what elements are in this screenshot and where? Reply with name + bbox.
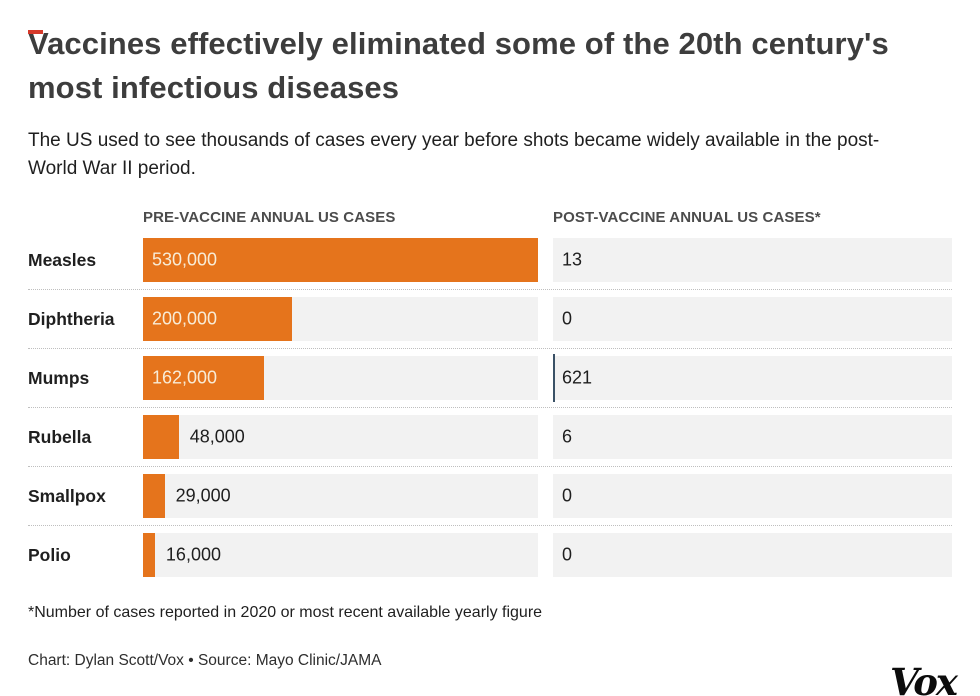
post-vaccine-bar	[553, 354, 555, 402]
column-header-post-vaccine: POST-VACCINE ANNUAL US CASES*	[553, 209, 821, 226]
disease-label: Smallpox	[28, 485, 106, 506]
pre-vaccine-track: 162,000	[143, 356, 538, 400]
footnote: *Number of cases reported in 2020 or mos…	[28, 604, 543, 621]
post-vaccine-track: 0	[553, 474, 952, 518]
vox-logo: Vox	[889, 660, 958, 696]
column-header-pre-vaccine: PRE-VACCINE ANNUAL US CASES	[143, 209, 396, 226]
pre-vaccine-value: 530,000	[152, 249, 218, 270]
post-vaccine-value: 0	[562, 308, 573, 329]
chart-rows: Measles 530,000 13 Diphtheria 200,000 0	[28, 238, 952, 577]
pre-vaccine-value: 29,000	[175, 485, 231, 506]
chart-row: Smallpox 29,000 0	[28, 474, 952, 518]
column-headers: PRE-VACCINE ANNUAL US CASES POST-VACCINE…	[28, 209, 952, 226]
disease-label: Polio	[28, 544, 71, 565]
pre-vaccine-track: 200,000	[143, 297, 538, 341]
pre-vaccine-bar	[143, 297, 293, 341]
row-divider	[28, 348, 952, 349]
post-vaccine-value: 6	[562, 426, 573, 447]
chart-row: Measles 530,000 13	[28, 238, 952, 282]
pre-vaccine-track: 29,000	[143, 474, 538, 518]
post-vaccine-value: 621	[562, 367, 593, 388]
chart-row: Rubella 48,000 6	[28, 415, 952, 459]
disease-label: Mumps	[28, 367, 90, 388]
chart-row: Mumps 162,000 621	[28, 354, 952, 402]
post-vaccine-value: 0	[562, 485, 573, 506]
pre-vaccine-bar	[143, 415, 179, 459]
pre-vaccine-bar	[143, 533, 155, 577]
chart-subtitle: The US used to see thousands of cases ev…	[28, 130, 880, 179]
credit-line: Chart: Dylan Scott/Vox • Source: Mayo Cl…	[28, 652, 382, 669]
post-vaccine-track: 6	[553, 415, 952, 459]
pre-vaccine-value: 16,000	[165, 544, 221, 565]
post-vaccine-track: 0	[553, 533, 952, 577]
pre-vaccine-value: 200,000	[152, 308, 218, 329]
chart-row: Polio 16,000 0	[28, 533, 952, 577]
disease-label: Measles	[28, 249, 97, 270]
row-divider	[28, 407, 952, 408]
red-accent-dash	[28, 30, 43, 34]
pre-vaccine-value: 162,000	[152, 367, 218, 388]
chart-title: Vaccines effectively eliminated some of …	[28, 26, 889, 105]
pre-vaccine-track: 530,000	[143, 238, 538, 282]
pre-vaccine-track: 16,000	[143, 533, 538, 577]
post-vaccine-value: 0	[562, 544, 573, 565]
chart-row: Diphtheria 200,000 0	[28, 297, 952, 341]
post-vaccine-value: 13	[562, 249, 583, 270]
post-vaccine-track: 621	[553, 354, 952, 402]
post-vaccine-track: 13	[553, 238, 952, 282]
pre-vaccine-track: 48,000	[143, 415, 538, 459]
disease-label: Diphtheria	[28, 308, 115, 329]
row-divider	[28, 525, 952, 526]
pre-vaccine-bar	[143, 356, 264, 400]
pre-vaccine-bar	[143, 474, 165, 518]
disease-label: Rubella	[28, 426, 92, 447]
row-divider	[28, 466, 952, 467]
pre-vaccine-bar	[143, 238, 538, 282]
pre-vaccine-value: 48,000	[189, 426, 245, 447]
row-divider	[28, 289, 952, 290]
vox-chart-card: Vaccines effectively eliminated some of …	[0, 22, 980, 696]
post-vaccine-track: 0	[553, 297, 952, 341]
